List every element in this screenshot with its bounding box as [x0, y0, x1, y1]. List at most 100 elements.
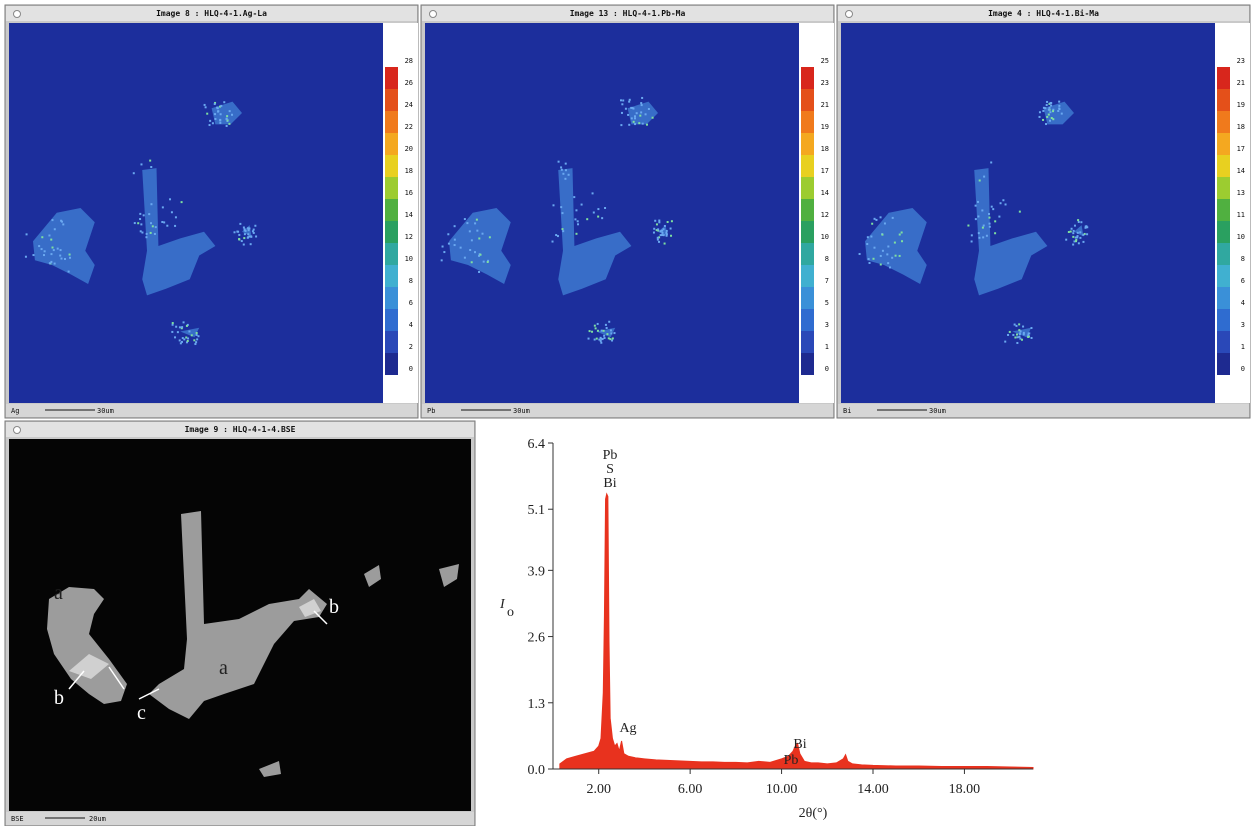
signal-speck [447, 242, 450, 245]
signal-speck [1047, 113, 1050, 116]
y-axis-label-sub: o [507, 605, 514, 620]
signal-speck [48, 262, 51, 265]
window-icon [845, 10, 853, 18]
title-bar [6, 422, 474, 437]
signal-speck [244, 229, 247, 232]
signal-speck [670, 220, 673, 223]
signal-speck [1058, 108, 1061, 111]
y-tick-label: 2.6 [528, 631, 546, 646]
colorbar-label: 8 [825, 255, 829, 263]
colorbar-label: 23 [1237, 57, 1245, 65]
signal-speck [1086, 233, 1089, 236]
signal-speck [228, 110, 231, 113]
signal-speck [562, 172, 565, 175]
signal-speck [1050, 104, 1053, 107]
signal-speck [53, 228, 56, 231]
signal-speck [998, 215, 1001, 218]
signal-speck [879, 263, 882, 266]
signal-speck [562, 230, 565, 233]
signal-speck [593, 324, 596, 327]
leader-line [138, 688, 160, 700]
colorbar-segment [385, 265, 398, 287]
signal-speck [1012, 333, 1015, 336]
y-tick-label: 1.3 [528, 697, 546, 712]
signal-speck [1073, 224, 1076, 227]
signal-speck [1013, 323, 1016, 326]
signal-speck [595, 337, 598, 340]
signal-speck [1018, 210, 1021, 213]
signal-speck [641, 96, 644, 99]
signal-speck [551, 240, 554, 243]
signal-speck [488, 236, 491, 239]
signal-speck [661, 231, 664, 234]
bright-phase [69, 654, 109, 679]
window-title: Image 13 : HLQ-4-1.Pb-Ma [570, 9, 686, 18]
signal-speck [1076, 231, 1079, 234]
signal-speck [1072, 232, 1075, 235]
phase-label: c [137, 702, 146, 724]
signal-speck [190, 334, 193, 337]
signal-speck [67, 270, 70, 273]
signal-speck [610, 332, 613, 335]
signal-speck [209, 119, 212, 122]
signal-speck [24, 255, 27, 258]
signal-speck [1057, 109, 1060, 112]
signal-speck [223, 101, 226, 104]
signal-speck [255, 235, 258, 238]
signal-speck [879, 216, 882, 219]
signal-speck [561, 228, 564, 231]
signal-speck [247, 229, 250, 232]
signal-speck [1067, 231, 1070, 234]
signal-speck [886, 253, 889, 256]
signal-speck [208, 124, 211, 127]
signal-speck [247, 233, 250, 236]
signal-speck [50, 253, 53, 256]
signal-speck [898, 254, 901, 257]
signal-speck [180, 340, 183, 343]
signal-speck [487, 259, 490, 262]
colorbar-segment [385, 199, 398, 221]
signal-speck [169, 198, 172, 201]
colorbar-label: 6 [409, 299, 413, 307]
signal-speck [575, 209, 578, 212]
signal-speck [1049, 101, 1052, 104]
colorbar-segment [1217, 331, 1230, 353]
colorbar-label: 1 [825, 343, 829, 351]
colorbar-label: 10 [821, 233, 829, 241]
signal-speck [60, 257, 63, 260]
signal-speck [977, 215, 980, 218]
colorbar-segment [385, 111, 398, 133]
colorbar-label: 26 [405, 79, 413, 87]
signal-speck [608, 320, 611, 323]
colorbar-segment [801, 287, 814, 309]
colorbar-label: 0 [409, 365, 413, 373]
colorbar-segment [1217, 221, 1230, 243]
phase-label: a [54, 582, 63, 604]
signal-speck [150, 203, 153, 206]
signal-speck [988, 225, 991, 228]
signal-speck [149, 159, 152, 162]
signal-speck [142, 214, 145, 217]
signal-speck [609, 338, 612, 341]
signal-speck [56, 247, 59, 250]
y-tick-label: 6.4 [528, 437, 546, 452]
colorbar-segment [801, 243, 814, 265]
mineral-grain [149, 511, 327, 719]
signal-speck [889, 266, 892, 269]
signal-speck [1022, 325, 1025, 328]
colorbar-segment [385, 331, 398, 353]
signal-speck [185, 336, 188, 339]
signal-speck [631, 106, 634, 109]
colorbar-label: 0 [1241, 365, 1245, 373]
signal-speck [619, 99, 622, 102]
signal-speck [868, 261, 871, 264]
colorbar-segment [801, 45, 814, 67]
mineral-signal [558, 168, 632, 296]
colorbar-segment [801, 199, 814, 221]
signal-speck [887, 245, 890, 248]
colorbar-segment [801, 177, 814, 199]
signal-speck [596, 322, 599, 325]
signal-speck [219, 105, 222, 108]
signal-speck [1016, 333, 1019, 336]
mineral-signal [865, 208, 927, 284]
